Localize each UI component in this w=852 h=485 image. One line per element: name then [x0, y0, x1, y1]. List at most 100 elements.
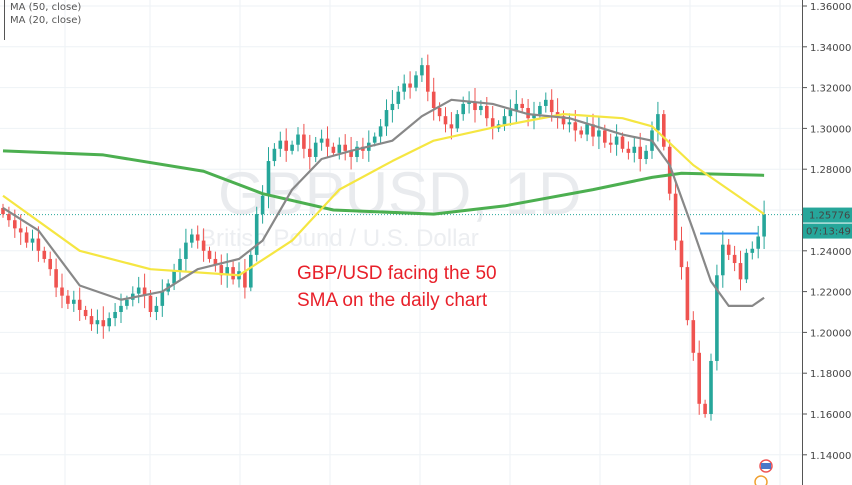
candle-body — [125, 299, 129, 306]
candle-body — [431, 91, 436, 108]
candle-body — [66, 295, 70, 304]
candle-body — [732, 254, 737, 264]
candle-body — [349, 150, 353, 157]
tick-label: 1.14000 — [810, 451, 851, 462]
tick-label: 1.32000 — [810, 84, 851, 95]
candle-body — [514, 103, 519, 111]
watermark-description: British Pound / U.S. Dollar — [200, 225, 479, 252]
candle-body — [201, 240, 206, 251]
candle-body — [77, 299, 82, 310]
candle-body — [207, 250, 212, 259]
candle-body — [136, 287, 141, 294]
economic-events-icon[interactable] — [754, 459, 773, 485]
candle-body — [508, 110, 513, 117]
candle-body — [467, 101, 471, 104]
candle-body — [532, 114, 536, 119]
candle-body — [42, 250, 47, 259]
candle-body — [697, 352, 701, 404]
candle-body — [184, 242, 188, 259]
candle-body — [72, 299, 76, 304]
candle-body — [762, 214, 766, 237]
candle-body — [18, 228, 23, 233]
candle-body — [343, 144, 347, 151]
candle-body — [178, 258, 182, 272]
candle-body — [290, 144, 294, 151]
moving-averages — [2, 98, 765, 307]
legend-ma50[interactable]: MA (50, close) — [10, 2, 82, 13]
candle-body — [296, 134, 300, 145]
candle-body — [721, 244, 725, 276]
tick-label: 1.30000 — [810, 124, 851, 135]
candle-body — [561, 116, 566, 125]
price-axis[interactable] — [802, 0, 852, 485]
candle-body — [325, 138, 330, 147]
candle-body — [591, 124, 595, 137]
candle-body — [437, 108, 442, 117]
candle-body — [408, 83, 412, 88]
candle-body — [355, 146, 359, 157]
candle-body — [626, 148, 631, 153]
candle-body — [662, 114, 666, 147]
candle-body — [549, 99, 554, 113]
ma20-line — [2, 98, 765, 307]
last-price-badge — [803, 207, 852, 223]
candle-body — [608, 142, 613, 145]
tick-label: 1.22000 — [810, 288, 851, 299]
candle-body — [443, 116, 448, 125]
candle-body — [402, 83, 406, 92]
chart-annotation: GBP/USD facing the 50 SMA on the daily c… — [297, 260, 497, 314]
candle-body — [644, 150, 648, 159]
candle-body — [479, 105, 483, 111]
annotation-line-1: GBP/USD facing the 50 — [297, 263, 497, 284]
candle-body — [585, 124, 589, 135]
candle-body — [567, 122, 572, 125]
candle-body — [679, 240, 684, 268]
candle-body — [685, 267, 690, 321]
tick-label: 1.24000 — [810, 247, 851, 258]
candle-body — [54, 269, 58, 288]
tick-label: 1.16000 — [810, 410, 851, 421]
candle-body — [225, 267, 229, 276]
candle-body — [449, 124, 454, 129]
candle-body — [266, 161, 271, 196]
candle-body — [396, 91, 401, 104]
candle-body — [337, 144, 342, 153]
candle-body — [579, 130, 583, 135]
candle-body — [308, 148, 312, 157]
candle-body — [24, 232, 29, 243]
candle-body — [673, 193, 678, 241]
tick-label: 1.28000 — [810, 165, 851, 176]
countdown-badge — [803, 223, 852, 239]
candle-body — [726, 244, 731, 255]
candle-body — [249, 254, 253, 288]
candle-body — [485, 105, 489, 119]
candle-body — [597, 130, 601, 137]
tick-label: 1.34000 — [810, 43, 851, 54]
last-price-value: 1.25776 — [809, 211, 850, 222]
candle-body — [461, 103, 465, 115]
candle-body — [30, 238, 35, 243]
candle-body — [455, 114, 460, 129]
candle-body — [160, 291, 165, 306]
candle-body — [213, 258, 218, 266]
candle-body — [83, 309, 88, 317]
candle-body — [119, 305, 123, 312]
candle-body — [101, 320, 106, 327]
candle-body — [172, 271, 176, 284]
candle-body — [1, 207, 5, 215]
tick-label: 1.18000 — [810, 369, 851, 380]
candle-body — [490, 118, 495, 129]
annotation-line-2: SMA on the daily chart — [297, 290, 488, 311]
ma50-line — [2, 113, 765, 277]
price-axis-ticks: 1.36000 1.34000 1.32000 1.30000 1.28000 1.240… — [802, 2, 851, 462]
candle-body — [89, 316, 94, 325]
indicator-legend: MA (50, close) MA (20, close) — [10, 1, 81, 27]
candle-body — [154, 305, 159, 312]
candle-body — [278, 140, 283, 149]
legend-ma20[interactable]: MA (20, close) — [10, 15, 82, 26]
candle-body — [254, 214, 259, 255]
candle-body — [243, 271, 247, 288]
watermark-symbol: GBPUSD, 1D — [218, 160, 581, 227]
candle-body — [48, 258, 52, 270]
